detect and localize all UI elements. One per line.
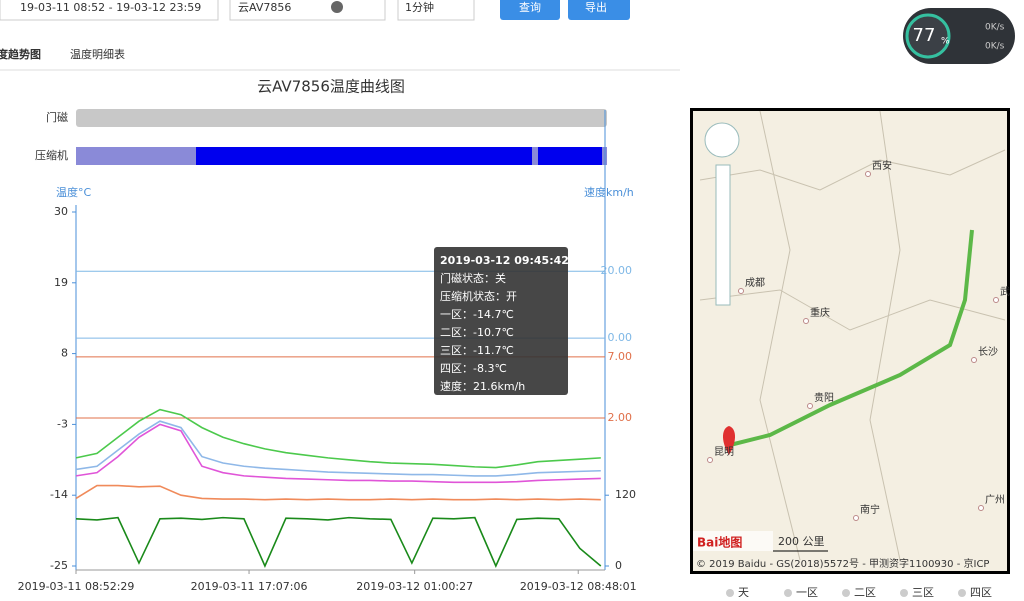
tooltip-line: 速度：21.6km/h xyxy=(440,379,525,393)
zoom-control[interactable] xyxy=(715,164,731,306)
legend-label: 一区 xyxy=(796,586,818,597)
interval-select[interactable] xyxy=(397,0,475,21)
tooltip-text: 2019-03-12 09:45:42 门磁状态：关压缩机状态：开一区：-14.7… xyxy=(440,254,569,393)
x-tick-label: 2019-03-11 08:52:29 xyxy=(18,580,135,593)
threshold-label: 0.00 xyxy=(608,331,633,344)
threshold-label: 7.00 xyxy=(608,350,633,363)
series-line xyxy=(75,423,601,484)
gauge-unit: % xyxy=(941,37,950,47)
series-line xyxy=(75,516,602,568)
city-label: 南宁 xyxy=(860,503,880,516)
y2-axis-label: 速度km/h xyxy=(584,185,634,199)
legend-label: 天 xyxy=(738,586,749,597)
threshold-label: 20.00 xyxy=(601,264,633,277)
city-dot xyxy=(738,288,744,294)
legend-dot xyxy=(842,589,850,597)
legend-label: 二区 xyxy=(854,586,876,597)
x-tick-label: 2019-03-12 08:48:01 xyxy=(520,580,637,593)
legend-dot xyxy=(958,589,966,597)
city-dot xyxy=(807,403,813,409)
legend-dot xyxy=(726,589,734,597)
city-label: 长沙 xyxy=(978,346,998,358)
date-input[interactable] xyxy=(0,0,219,21)
city-label: 武 xyxy=(1000,285,1010,298)
gauge-percent: 77 xyxy=(913,25,936,46)
export-label: 导出 xyxy=(585,0,607,14)
map-borders xyxy=(699,110,1006,561)
city-label: 广州 xyxy=(985,494,1005,506)
x-tick-label: 2019-03-11 17:07:06 xyxy=(191,580,308,593)
tooltip xyxy=(434,247,568,395)
export-button[interactable] xyxy=(568,0,630,20)
series-line xyxy=(75,408,601,469)
legend-dot xyxy=(784,589,792,597)
gauge-rate: 0K/s xyxy=(985,23,1005,33)
tooltip-line: 二区：-10.7℃ xyxy=(440,326,514,339)
y-tick-label: -25 xyxy=(50,559,68,572)
query-label: 查询 xyxy=(519,0,541,14)
legend-label: 四区 xyxy=(970,586,992,597)
city-dot xyxy=(865,171,871,177)
tooltip-line: 2019-03-12 09:45:42 xyxy=(440,254,569,267)
query-button[interactable] xyxy=(500,0,560,20)
clear-icon[interactable] xyxy=(331,1,343,13)
chart-title: 云AV7856温度曲线图 xyxy=(257,78,405,96)
city-label: 成都 xyxy=(745,277,765,289)
plot: 30 19 8 -3 -14 -25 0 120 2019-03-11 08:52:29 2019… xyxy=(18,205,637,593)
y2-tick-label: 0 xyxy=(615,559,622,572)
tooltip-line: 压缩机状态：开 xyxy=(440,289,517,303)
city-label: 重庆 xyxy=(810,306,830,319)
city-dot xyxy=(978,505,984,511)
city-dot xyxy=(803,318,809,324)
x-tick-label: 2019-03-12 01:00:27 xyxy=(356,580,473,593)
legend-dot xyxy=(900,589,908,597)
tab[interactable]: 温度明细表 xyxy=(70,47,125,61)
y-tick-label: 19 xyxy=(54,276,68,289)
gauge-ring xyxy=(905,13,951,59)
legend-label: 三区 xyxy=(912,586,934,597)
row-label: 压缩机 xyxy=(35,148,68,162)
compressor-on xyxy=(196,147,532,165)
row-label: 门磁 xyxy=(46,110,68,124)
city-dot xyxy=(993,297,999,303)
door-bar xyxy=(76,109,607,127)
tooltip-line: 门磁状态：关 xyxy=(440,271,506,285)
map-logo: Bai地图 xyxy=(697,535,742,550)
city-label: 贵阳 xyxy=(814,391,834,404)
y-axis-label: 温度°C xyxy=(56,185,91,199)
y-tick-label: 8 xyxy=(61,347,68,360)
map-copyright: © 2019 Baidu - GS(2018)5572号 - 甲测资字11009… xyxy=(696,557,989,570)
map[interactable] xyxy=(693,111,1007,571)
tooltip-line: 四区：-8.3℃ xyxy=(440,362,507,375)
date-range: 19-03-11 08:52 - 19-03-12 23:59 xyxy=(20,1,201,14)
map-scale: 200 公里 xyxy=(778,535,825,548)
y-tick-label: 30 xyxy=(54,205,68,218)
interval: 1分钟 xyxy=(405,0,434,14)
logo-bg xyxy=(693,531,773,551)
vehicle-select[interactable] xyxy=(229,0,386,21)
route xyxy=(729,229,974,447)
city-dot xyxy=(707,457,713,463)
city-dot xyxy=(971,357,977,363)
tab[interactable]: 温度趋势图 xyxy=(0,47,41,61)
city-label: 昆明 xyxy=(714,446,734,458)
y-tick-label: -14 xyxy=(50,488,68,501)
gauge-rate: 0K/s xyxy=(985,42,1005,52)
tooltip-line: 一区：-14.7℃ xyxy=(440,308,514,321)
vehicle: 云AV7856 xyxy=(238,1,291,14)
marker xyxy=(722,426,736,455)
city-label: 西安 xyxy=(872,159,892,172)
series-line xyxy=(75,420,601,477)
compressor-on xyxy=(538,147,602,165)
city-dot xyxy=(853,515,859,521)
threshold-label: 2.00 xyxy=(608,411,633,424)
tooltip-line: 三区：-11.7℃ xyxy=(440,344,514,357)
pan-control[interactable] xyxy=(704,122,740,158)
series-line xyxy=(75,484,601,501)
y-tick-label: -3 xyxy=(57,417,68,430)
y2-tick-label: 120 xyxy=(615,488,636,501)
